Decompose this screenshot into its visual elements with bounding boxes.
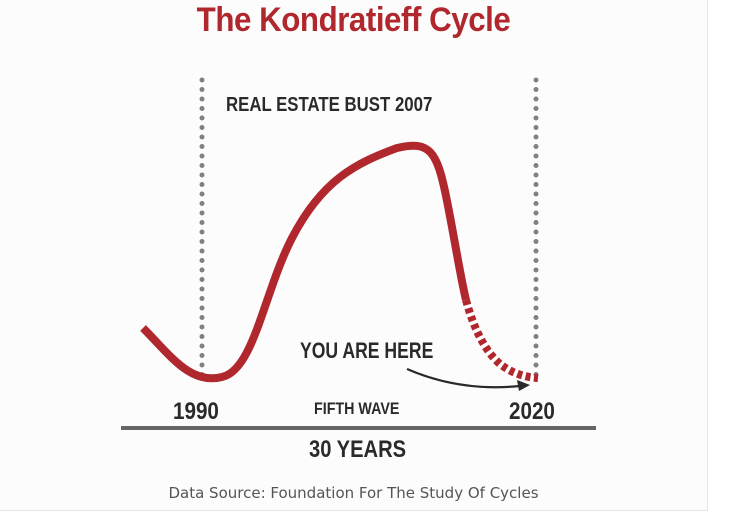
start-year-label: 1990 bbox=[173, 398, 219, 425]
duration-label: 30 YEARS bbox=[309, 436, 407, 463]
arrow-head-icon bbox=[517, 380, 530, 391]
end-year-label: 2020 bbox=[509, 398, 555, 425]
peak-event-label: REAL ESTATE BUST 2007 bbox=[226, 94, 433, 116]
wave-curve-projected bbox=[462, 298, 539, 382]
you-are-here-label: YOU ARE HERE bbox=[300, 338, 434, 363]
you-are-here-arrow bbox=[406, 367, 521, 389]
wave-name-label: FIFTH WAVE bbox=[314, 399, 400, 418]
cycle-diagram bbox=[121, 77, 596, 430]
diagram-title: The Kondratieff Cycle bbox=[196, 1, 511, 39]
diagram-panel: The Kondratieff Cycle REAL ESTATE BUST 2… bbox=[0, 0, 708, 511]
source-credit: Data Source: Foundation For The Study Of… bbox=[168, 484, 539, 502]
wave-curve-solid bbox=[140, 141, 470, 383]
